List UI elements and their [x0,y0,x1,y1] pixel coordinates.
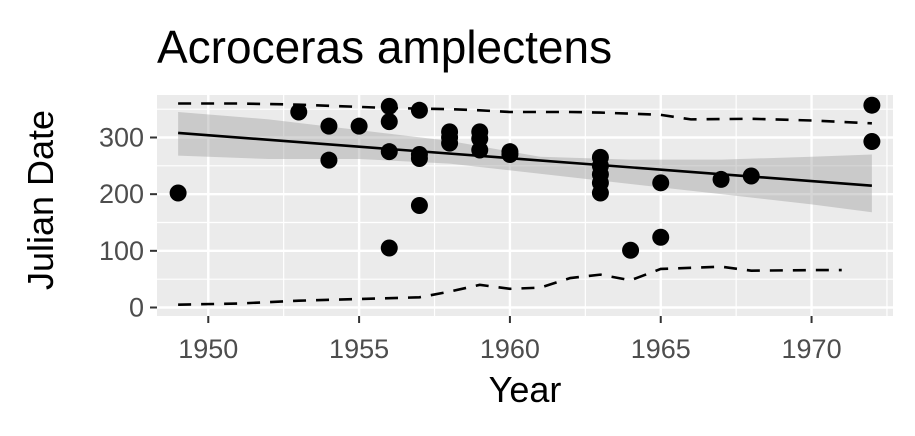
data-point [380,239,398,257]
x-tick-label: 1950 [178,334,238,364]
data-point [410,149,428,167]
x-axis-title: Year [489,369,562,410]
plot-area [157,95,893,316]
data-point [863,96,881,114]
data-point [320,151,338,169]
y-tick-label: 200 [99,179,144,209]
data-point [441,134,459,152]
y-axis-title: Julian Date [20,110,61,290]
x-tick-label: 1970 [782,334,842,364]
upper-quantile-line [178,102,872,125]
data-point [652,174,670,192]
x-tick-label: 1965 [631,334,691,364]
data-point [410,101,428,119]
data-point [290,103,308,121]
data-point [320,117,338,135]
data-point [652,228,670,246]
data-point [380,97,398,115]
data-point [622,241,640,259]
data-point [501,146,519,163]
x-tick-label: 1960 [480,334,540,364]
data-point [742,167,760,185]
data-point [591,184,609,202]
x-tick-label: 1955 [329,334,389,364]
y-tick-label: 0 [129,293,144,323]
data-point [712,170,730,188]
data-point [410,197,428,214]
data-point [471,141,489,159]
data-point [863,132,881,150]
data-point [169,184,187,202]
confidence-band [178,112,872,213]
lower-quantile-line [178,265,842,306]
y-tick-label: 100 [99,236,144,266]
data-point [350,117,368,135]
data-point [380,113,398,131]
chart-title: Acroceras amplectens [157,21,612,73]
y-tick-label: 300 [99,123,144,153]
data-point [380,143,398,161]
